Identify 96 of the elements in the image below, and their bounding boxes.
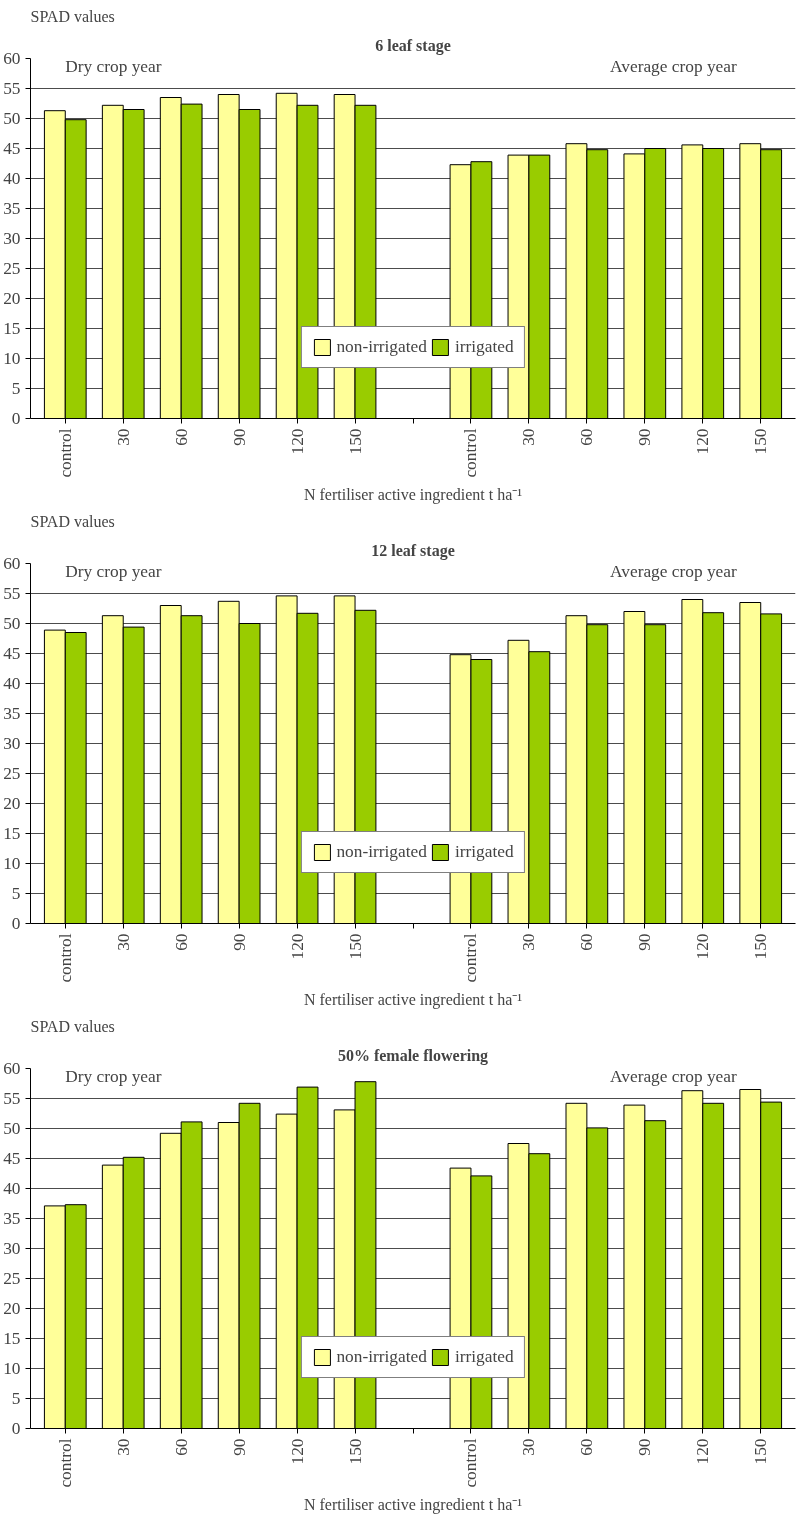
y-tick-label: 0 — [11, 914, 21, 933]
y-tick-label: 20 — [3, 289, 21, 308]
y-tick-label: 35 — [3, 1209, 21, 1228]
x-tick-label: 30 — [519, 1438, 539, 1456]
x-tick-label: 120 — [287, 1438, 307, 1465]
annotation: Average crop year — [610, 561, 737, 581]
x-tick-label: 150 — [345, 1438, 365, 1465]
y-tick-label: 60 — [3, 554, 21, 573]
x-tick-label: control — [55, 428, 75, 478]
legend-label: non-irrigated — [336, 842, 427, 862]
y-tick-label: 60 — [3, 1059, 21, 1078]
x-tick-label: 60 — [577, 428, 597, 446]
x-tick-label: 120 — [693, 1438, 713, 1465]
y-tick-label: 45 — [3, 1149, 21, 1168]
x-tick-label: 60 — [171, 428, 191, 446]
x-tick-label: 120 — [287, 933, 307, 960]
annotation: Dry crop year — [65, 56, 162, 76]
y-tick-label: 35 — [3, 704, 21, 723]
x-tick-label: 90 — [635, 1438, 655, 1456]
y-tick-label: 15 — [3, 1329, 21, 1348]
y-tick-label: 30 — [3, 229, 21, 248]
x-axis-title: N fertiliser active ingredient t ha⁻¹ — [303, 1495, 523, 1514]
annotation: Dry crop year — [65, 1066, 162, 1086]
y-tick-label: 25 — [3, 259, 21, 278]
x-tick-label: 60 — [577, 1438, 597, 1456]
legend-label: irrigated — [454, 842, 514, 862]
x-tick-label: 150 — [751, 1438, 771, 1465]
annotation: Average crop year — [610, 56, 737, 76]
x-tick-label: control — [461, 1438, 481, 1488]
x-tick-label: 90 — [229, 933, 249, 951]
y-tick-label: 30 — [3, 734, 21, 753]
y-tick-label: 20 — [3, 794, 21, 813]
legend-label: non-irrigated — [336, 1347, 427, 1367]
x-tick-label: control — [55, 1438, 75, 1488]
y-tick-label: 55 — [3, 79, 21, 98]
x-tick-label: 90 — [635, 933, 655, 951]
y-tick-label: 5 — [11, 1389, 21, 1408]
x-tick-label: 90 — [229, 428, 249, 446]
x-tick-label: 150 — [751, 428, 771, 455]
x-tick-label: 30 — [519, 428, 539, 446]
y-tick-label: 10 — [3, 349, 21, 368]
y-tick-label: 55 — [3, 584, 21, 603]
y-tick-label: 25 — [3, 764, 21, 783]
y-tick-label: 10 — [3, 1359, 21, 1378]
x-tick-label: 90 — [229, 1438, 249, 1456]
legend-label: non-irrigated — [336, 337, 427, 357]
y-tick-label: 10 — [3, 854, 21, 873]
x-tick-label: control — [461, 933, 481, 983]
x-tick-label: control — [461, 428, 481, 478]
x-tick-label: 90 — [635, 428, 655, 446]
y-tick-label: 45 — [3, 644, 21, 663]
y-tick-label: 50 — [3, 614, 21, 633]
annotation: Dry crop year — [65, 561, 162, 581]
y-tick-label: 55 — [3, 1089, 21, 1108]
y-tick-label: 5 — [11, 379, 21, 398]
x-tick-label: 60 — [171, 1438, 191, 1456]
legend-label: irrigated — [454, 1347, 514, 1367]
x-tick-label: 30 — [113, 933, 133, 951]
x-tick-label: 30 — [519, 933, 539, 951]
y-tick-label: 5 — [11, 884, 21, 903]
y-tick-label: 60 — [3, 49, 21, 68]
annotation: Average crop year — [610, 1066, 737, 1086]
y-tick-label: 0 — [11, 1419, 21, 1438]
x-tick-label: 150 — [345, 428, 365, 455]
y-tick-label: 40 — [3, 169, 21, 188]
y-tick-label: 45 — [3, 139, 21, 158]
y-tick-label: 30 — [3, 1239, 21, 1258]
x-axis-title: N fertiliser active ingredient t ha⁻¹ — [303, 485, 523, 504]
x-tick-label: 150 — [345, 933, 365, 960]
chart-title: 6 leaf stage — [375, 36, 451, 55]
y-tick-label: 15 — [3, 319, 21, 338]
x-tick-label: 30 — [113, 1438, 133, 1456]
x-axis-title: N fertiliser active ingredient t ha⁻¹ — [303, 990, 523, 1009]
y-tick-label: 40 — [3, 674, 21, 693]
y-tick-label: 40 — [3, 1179, 21, 1198]
y-tick-label: 20 — [3, 1299, 21, 1318]
x-tick-label: 120 — [693, 428, 713, 455]
x-tick-label: 120 — [693, 933, 713, 960]
y-tick-label: 50 — [3, 1119, 21, 1138]
y-tick-label: 15 — [3, 824, 21, 843]
y-axis-title: SPAD values — [30, 7, 115, 25]
y-tick-label: 50 — [3, 109, 21, 128]
legend-label: irrigated — [454, 337, 514, 357]
y-axis-title: SPAD values — [30, 512, 115, 530]
chart-title: 12 leaf stage — [371, 541, 455, 560]
y-tick-label: 0 — [11, 409, 21, 428]
x-tick-label: 30 — [113, 428, 133, 446]
y-tick-label: 25 — [3, 1269, 21, 1288]
x-tick-label: 60 — [577, 933, 597, 951]
x-tick-label: control — [55, 933, 75, 983]
x-tick-label: 120 — [287, 428, 307, 455]
x-tick-label: 150 — [751, 933, 771, 960]
y-tick-label: 35 — [3, 199, 21, 218]
x-tick-label: 60 — [171, 933, 191, 951]
y-axis-title: SPAD values — [30, 1017, 115, 1035]
chart-title: 50% female flowering — [337, 1046, 489, 1065]
